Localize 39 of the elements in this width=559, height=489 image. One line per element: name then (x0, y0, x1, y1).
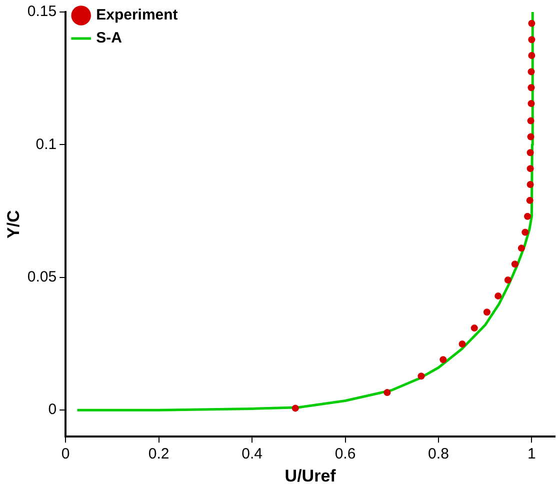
point (483, 308, 490, 316)
point (518, 244, 525, 252)
point (292, 404, 299, 412)
point (440, 356, 447, 364)
x-tick-label: 0.8 (428, 446, 449, 463)
point (527, 133, 534, 140)
legend-label: Experiment (96, 6, 178, 24)
point (528, 84, 535, 92)
x-tick-label: 0.2 (148, 446, 170, 463)
y-tick-label: 0.1 (36, 136, 57, 153)
y-axis-title: Y/C (4, 210, 23, 238)
point (528, 36, 536, 44)
legend-label: S-A (96, 30, 122, 47)
point (504, 276, 512, 284)
x-tick-label: 0.4 (242, 446, 262, 463)
point (522, 228, 529, 236)
point (418, 372, 425, 380)
y-tick-label: 0.15 (27, 3, 57, 20)
x-tick-label: 1 (528, 446, 536, 463)
point (526, 180, 534, 188)
y-tick-label: 0 (48, 401, 57, 418)
point (528, 100, 535, 108)
x-axis-title: U/Uref (284, 466, 336, 486)
point (527, 117, 534, 124)
point (511, 260, 518, 268)
x-tick-label: 0 (61, 446, 70, 463)
point (524, 212, 531, 220)
point (526, 165, 534, 172)
point (526, 196, 534, 204)
y-tick-label: 0.05 (27, 268, 57, 286)
point (458, 340, 466, 348)
point (528, 52, 536, 60)
point (384, 389, 391, 396)
x-tick-label: 0.6 (334, 446, 356, 463)
point (526, 149, 534, 156)
point (528, 68, 535, 76)
point (528, 20, 536, 27)
point (494, 292, 502, 300)
point (470, 324, 478, 332)
